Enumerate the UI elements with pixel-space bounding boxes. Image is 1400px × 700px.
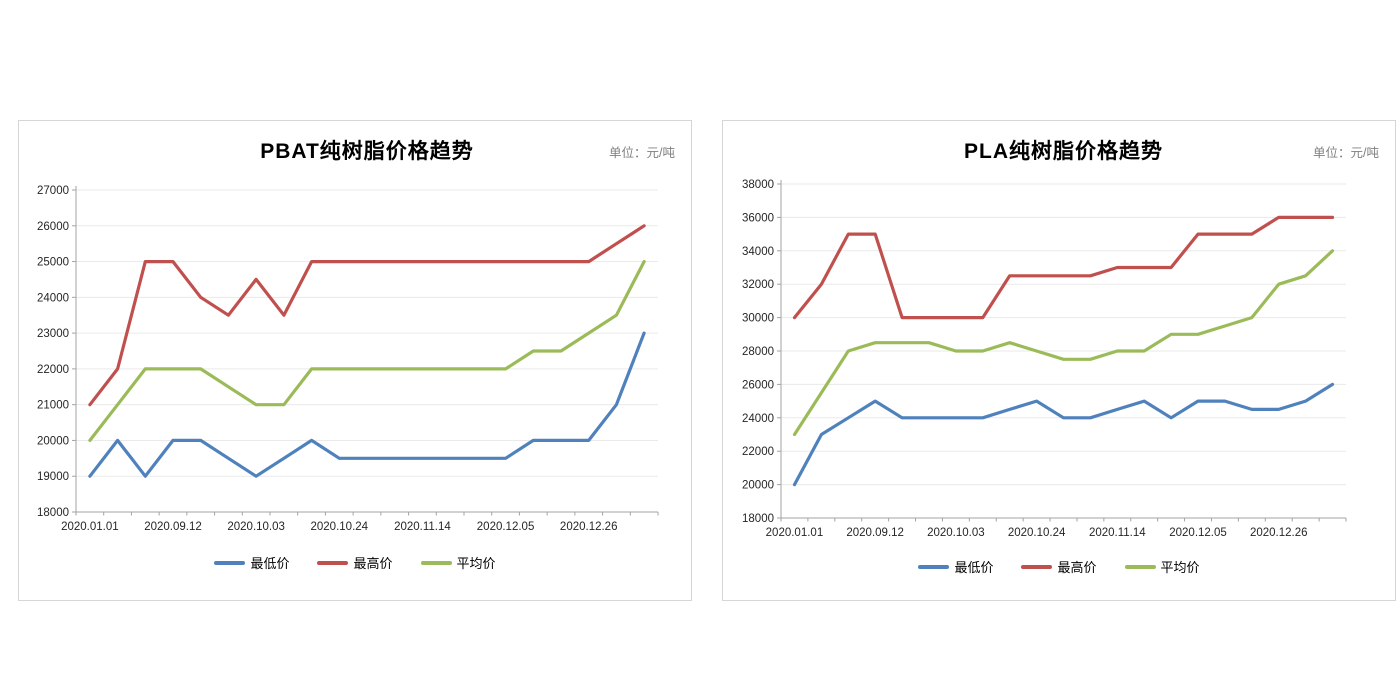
legend-label-min: 最低价 <box>250 556 290 571</box>
legend-label-avg: 平均价 <box>456 556 496 571</box>
y-axis-label: 22000 <box>742 446 774 458</box>
legend-item-avg: 平均价 <box>420 553 496 572</box>
y-axis-label: 27000 <box>37 185 69 197</box>
legend-label-max: 最高价 <box>1057 560 1097 575</box>
min-line-swatch <box>214 560 246 565</box>
y-axis-label: 24000 <box>37 292 69 304</box>
max-line-swatch <box>1021 564 1053 569</box>
x-axis-label: 2020.10.24 <box>311 521 369 533</box>
x-axis-label: 2020.09.12 <box>144 521 202 533</box>
y-axis-label: 30000 <box>742 313 774 325</box>
pla-chart-title: PLA纯树脂价格趋势 <box>964 140 1163 163</box>
x-axis-label: 2020.11.14 <box>394 521 451 533</box>
y-axis-label: 32000 <box>742 279 774 291</box>
x-axis-label: 2020.12.05 <box>1169 527 1227 539</box>
series-line-avg <box>88 260 646 442</box>
pbat-chart-panel: PBAT纯树脂价格趋势 单位：元/吨 27000 26000 25000 24000 2… <box>18 120 692 601</box>
y-axis-label: 34000 <box>742 246 774 258</box>
max-line-swatch <box>317 560 349 565</box>
x-axis-label: 2020.10.24 <box>1008 527 1066 539</box>
avg-line-swatch <box>420 560 452 565</box>
y-axis-label: 38000 <box>742 179 774 191</box>
legend-label-avg: 平均价 <box>1160 560 1200 575</box>
y-axis-label: 28000 <box>742 346 774 358</box>
legend-label-max: 最高价 <box>353 556 393 571</box>
y-axis-label: 26000 <box>742 379 774 391</box>
legend-item-max: 最高价 <box>1021 557 1097 576</box>
series-line-max <box>792 215 1335 320</box>
legend-item-max: 最高价 <box>317 553 393 572</box>
pbat-plot-area: 27000 26000 25000 24000 23000 22000 21000 20000… <box>37 185 659 533</box>
legend-label-min: 最低价 <box>954 560 994 575</box>
x-axis-label: 2020.12.26 <box>1250 527 1308 539</box>
pla-legend: 最低价 最高价 平均价 <box>723 557 1395 576</box>
pla-chart-panel: PLA纯树脂价格趋势 单位：元/吨 38000 36000 34000 32000 30… <box>722 120 1396 601</box>
y-axis-label: 24000 <box>742 413 774 425</box>
y-axis-label: 25000 <box>37 257 69 269</box>
pla-unit-label: 单位：元/吨 <box>1313 146 1379 160</box>
x-axis-label: 2020.10.03 <box>927 527 985 539</box>
legend-item-avg: 平均价 <box>1124 557 1200 576</box>
y-axis-label: 20000 <box>742 480 774 492</box>
x-axis-label: 2020.09.12 <box>846 527 904 539</box>
y-axis-label: 26000 <box>37 221 69 233</box>
pbat-unit-label: 单位：元/吨 <box>609 146 675 160</box>
min-line-swatch <box>918 564 950 569</box>
y-axis-label: 21000 <box>37 400 69 412</box>
legend-item-min: 最低价 <box>214 553 289 572</box>
y-axis-label: 19000 <box>37 471 69 483</box>
x-axis-label: 2020.10.03 <box>227 521 285 533</box>
series-line-min <box>792 382 1335 487</box>
x-axis-label: 2020.01.01 <box>766 527 824 539</box>
y-axis-label: 23000 <box>37 328 69 340</box>
series-line-min <box>88 331 646 478</box>
x-axis-label: 2020.12.26 <box>560 521 618 533</box>
y-axis-label: 18000 <box>742 513 774 525</box>
x-axis-label: 2020.11.14 <box>1089 527 1146 539</box>
avg-line-swatch <box>1124 564 1156 569</box>
y-axis-label: 20000 <box>37 435 69 447</box>
x-axis-label: 2020.12.05 <box>477 521 535 533</box>
pla-plot-area: 38000 36000 34000 32000 30000 28000 26000 24000… <box>742 179 1347 539</box>
series-line-avg <box>792 249 1335 437</box>
y-axis-label: 36000 <box>742 212 774 224</box>
y-axis-label: 22000 <box>37 364 69 376</box>
series-line-max <box>88 224 646 407</box>
y-axis-label: 18000 <box>37 507 69 519</box>
pbat-chart-title: PBAT纯树脂价格趋势 <box>260 140 474 163</box>
pbat-legend: 最低价 最高价 平均价 <box>19 553 691 572</box>
x-axis-label: 2020.01.01 <box>61 521 119 533</box>
legend-item-min: 最低价 <box>918 557 993 576</box>
